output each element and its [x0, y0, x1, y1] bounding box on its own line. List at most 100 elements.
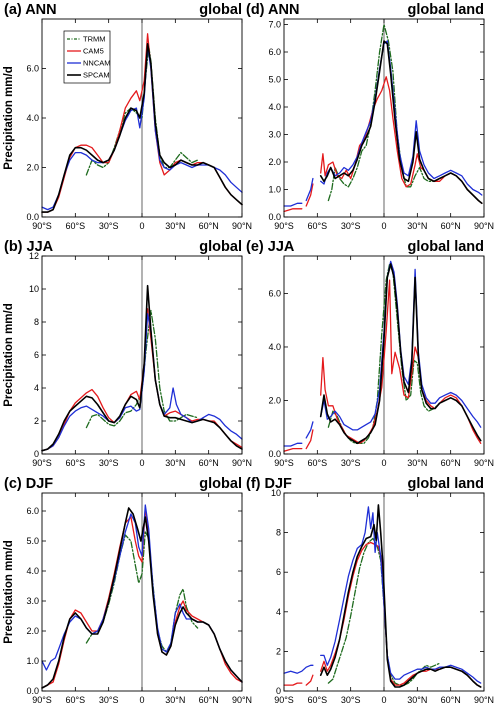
- x-tick-label: 30°S: [341, 695, 361, 705]
- x-tick-label: 90°N: [474, 221, 494, 231]
- panel-d-ann-global-land: 0.0 1.0 2.0 3.0 4.0 5.0 6.0 7.0 90°S 60°S 30°S 0 30°…: [246, 2, 494, 231]
- x-tick-label: 90°S: [32, 221, 52, 231]
- x-tick-label: 0: [381, 695, 386, 705]
- panel-region: global: [199, 2, 242, 18]
- x-tick-label: 60°S: [66, 221, 86, 231]
- series-line-cam5: [283, 682, 303, 686]
- y-tick-label: 1.0: [26, 656, 39, 666]
- legend-label-trmm: TRMM: [83, 35, 106, 44]
- y-tick-label: 6.0: [268, 47, 281, 57]
- series-line-cam5: [305, 183, 314, 207]
- x-tick-label: 60°N: [441, 458, 461, 468]
- series-line-nncam: [283, 664, 314, 674]
- y-tick-label: 8: [34, 317, 39, 327]
- x-tick-label: 90°N: [232, 458, 252, 468]
- panel-label: (d) ANN: [246, 2, 299, 18]
- series-line-spcam: [319, 263, 482, 445]
- y-tick-label: 4.0: [26, 566, 39, 576]
- y-tick-label: 4.0: [268, 102, 281, 112]
- y-tick-label: 2.0: [26, 163, 39, 173]
- series-line-cam5: [305, 674, 314, 686]
- x-tick-label: 60°N: [199, 458, 219, 468]
- y-axis-label: Precipitation mm/d: [3, 303, 15, 407]
- series-line-cam5: [283, 208, 303, 213]
- x-tick-label: 30°N: [407, 695, 427, 705]
- y-tick-label: 5.0: [26, 536, 39, 546]
- series-line-spcam: [41, 284, 243, 452]
- x-tick-label: 0: [381, 458, 386, 468]
- y-tick-label: 0: [276, 686, 281, 696]
- panel-label: (f) DJF: [246, 476, 292, 492]
- panel-label: (a) ANN: [4, 2, 57, 18]
- x-tick-label: 0: [139, 695, 144, 705]
- series-line-trmm: [85, 45, 199, 176]
- x-tick-label: 60°S: [308, 695, 328, 705]
- y-axis-label: Precipitation mm/d: [3, 540, 15, 644]
- panel-c-djf-global: 0.0 1.0 2.0 3.0 4.0 5.0 6.0 90°S 60°S 30°S 0 30°N 60…: [3, 476, 252, 705]
- panel-region: global land: [407, 476, 484, 492]
- x-tick-label: 60°N: [441, 221, 461, 231]
- series-line-nncam: [283, 442, 303, 447]
- y-tick-label: 4.0: [26, 113, 39, 123]
- series-line-cam5: [305, 429, 314, 450]
- series-line-spcam: [319, 504, 482, 688]
- x-tick-label: 30°S: [99, 221, 119, 231]
- x-tick-label: 30°S: [99, 695, 119, 705]
- y-tick-label: 10: [29, 284, 39, 294]
- x-tick-label: 90°S: [274, 695, 294, 705]
- y-tick-label: 6.0: [268, 288, 281, 298]
- panel-label: (b) JJA: [4, 239, 54, 255]
- series-line-nncam: [283, 202, 303, 207]
- x-tick-label: 60°N: [199, 221, 219, 231]
- series-line-cam5: [283, 447, 303, 452]
- legend: TRMM CAM5 NNCAM SPCAM: [63, 30, 111, 84]
- x-tick-label: 60°N: [199, 695, 219, 705]
- y-tick-label: 10: [271, 488, 281, 498]
- x-tick-label: 60°N: [441, 695, 461, 705]
- x-tick-label: 90°S: [32, 695, 52, 705]
- panel-region: global: [199, 476, 242, 492]
- x-tick-label: 60°S: [308, 458, 328, 468]
- y-tick-label: 2: [276, 646, 281, 656]
- y-tick-label: 0.0: [268, 449, 281, 459]
- y-tick-label: 3.0: [268, 130, 281, 140]
- series-line-trmm: [327, 23, 441, 202]
- y-tick-label: 6: [276, 567, 281, 577]
- x-tick-label: 90°S: [274, 221, 294, 231]
- x-tick-label: 30°N: [165, 695, 185, 705]
- series-line-nncam: [305, 421, 314, 439]
- y-tick-label: 0.0: [26, 686, 39, 696]
- y-tick-label: 8: [276, 528, 281, 538]
- legend-label-nncam: NNCAM: [83, 59, 111, 68]
- y-tick-label: 5.0: [268, 75, 281, 85]
- x-tick-label: 60°S: [66, 458, 86, 468]
- panel-label: (c) DJF: [4, 476, 53, 492]
- series-line-nncam: [305, 177, 314, 202]
- x-tick-label: 90°N: [474, 458, 494, 468]
- y-tick-label: 6: [34, 350, 39, 360]
- y-tick-label: 1.0: [268, 185, 281, 195]
- panel-e-jja-global-land: 0.0 2.0 4.0 6.0 90°S 60°S 30°S 0 30°N 60°N 90°N (e)…: [246, 239, 494, 468]
- legend-label-spcam: SPCAM: [83, 71, 110, 80]
- x-tick-label: 30°S: [99, 458, 119, 468]
- y-tick-label: 0: [34, 449, 39, 459]
- y-tick-label: 12: [29, 251, 39, 261]
- x-tick-label: 90°S: [32, 458, 52, 468]
- y-axis-label: Precipitation mm/d: [3, 66, 15, 170]
- y-tick-label: 0.0: [268, 212, 281, 222]
- y-tick-label: 2.0: [268, 157, 281, 167]
- panel-a-ann-global: 0.0 2.0 4.0 6.0 90°S 60°S 30°S 0 30°N 60°N 90°N (a)…: [3, 2, 252, 231]
- x-tick-label: 0: [139, 221, 144, 231]
- x-tick-label: 90°N: [232, 695, 252, 705]
- y-tick-label: 4: [276, 607, 281, 617]
- y-tick-label: 6.0: [26, 506, 39, 516]
- panel-region: global land: [407, 2, 484, 18]
- y-tick-label: 2.0: [26, 626, 39, 636]
- x-tick-label: 30°N: [407, 458, 427, 468]
- x-tick-label: 30°N: [165, 458, 185, 468]
- series-line-nncam: [320, 506, 482, 684]
- series-line-spcam: [41, 507, 243, 689]
- x-tick-label: 0: [139, 458, 144, 468]
- x-tick-label: 60°S: [66, 695, 86, 705]
